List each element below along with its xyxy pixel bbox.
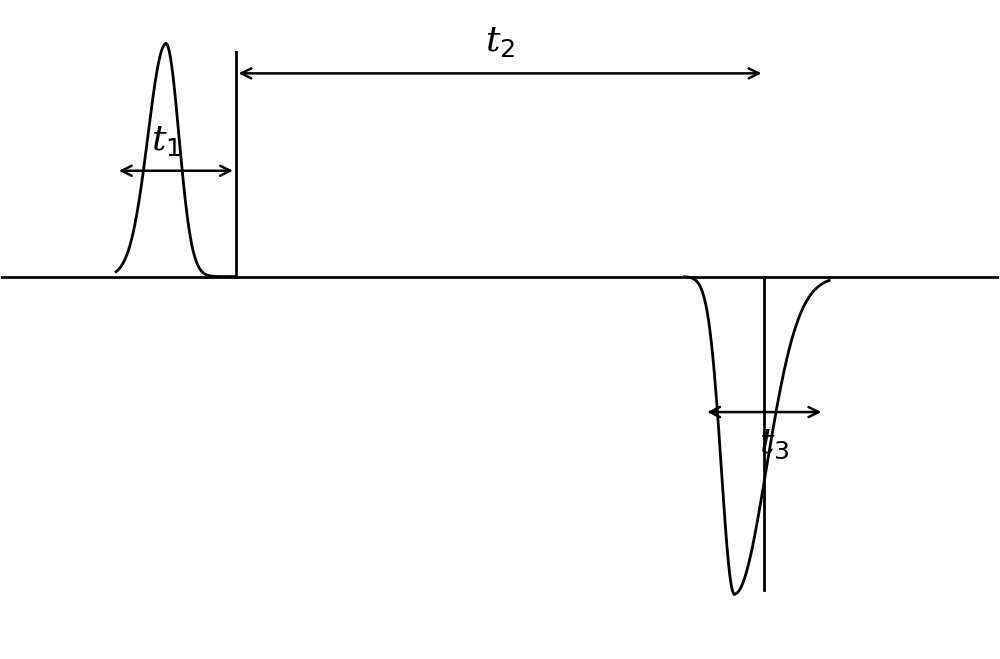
Text: t$_1$: t$_1$	[151, 124, 181, 158]
Text: t$_3$: t$_3$	[759, 427, 790, 461]
Text: t$_2$: t$_2$	[485, 24, 515, 59]
